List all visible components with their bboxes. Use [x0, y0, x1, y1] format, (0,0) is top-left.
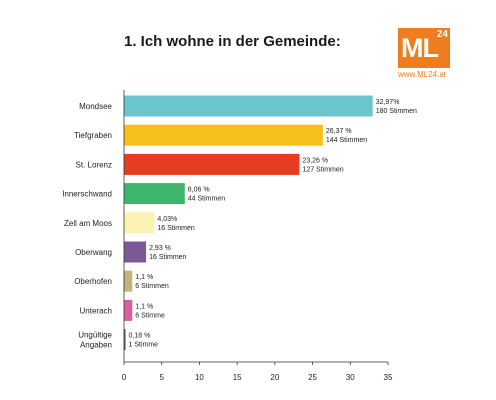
- logo-badge: ML 24: [398, 28, 450, 68]
- category-label: Angaben: [80, 341, 112, 350]
- category-label: St. Lorenz: [76, 160, 112, 169]
- x-tick-label: 30: [346, 373, 355, 382]
- data-label-votes: 16 Stimmen: [157, 225, 194, 232]
- category-label: Tiefgraben: [74, 131, 112, 140]
- category-label: Oberwang: [75, 248, 112, 257]
- category-label: Ungültige: [78, 331, 112, 340]
- x-tick-label: 10: [195, 373, 204, 382]
- bar: [124, 329, 126, 351]
- data-label-percent: 8,06 %: [188, 187, 210, 194]
- data-label-votes: 127 Stimmen: [302, 166, 343, 173]
- data-label-percent: 2,93 %: [149, 245, 171, 252]
- bar: [124, 299, 133, 321]
- category-label: Zell am Moos: [64, 219, 112, 228]
- x-tick-label: 0: [122, 373, 127, 382]
- x-tick-label: 25: [308, 373, 317, 382]
- x-tick-label: 20: [270, 373, 279, 382]
- category-label: Innerschwand: [62, 190, 112, 199]
- category-label: Mondsee: [79, 102, 112, 111]
- data-label-percent: 1,1 %: [135, 274, 153, 281]
- chart-title: 1. Ich wohne in der Gemeinde:: [124, 33, 341, 50]
- category-label: Oberhofen: [74, 277, 112, 286]
- ml24-logo: ML 24 www.ML24.at: [398, 28, 454, 79]
- data-label-percent: 23,26 %: [302, 157, 328, 164]
- x-tick-label: 15: [233, 373, 242, 382]
- bar: [124, 153, 300, 175]
- data-label-votes: 16 Stimmen: [149, 254, 186, 261]
- data-label-percent: 1,1 %: [135, 303, 153, 310]
- x-tick-label: 35: [384, 373, 393, 382]
- bar: [124, 241, 147, 263]
- bar: [124, 183, 185, 205]
- data-label-votes: 6 Stimme: [135, 312, 165, 319]
- bar: [124, 270, 133, 292]
- logo-url: www.ML24.at: [398, 70, 447, 79]
- data-label-votes: 144 Stimmen: [326, 137, 367, 144]
- data-label-votes: 6 Stimmen: [135, 283, 169, 290]
- x-tick-label: 5: [159, 373, 164, 382]
- data-label-percent: 32,97%: [376, 99, 400, 106]
- data-label-percent: 4,03%: [157, 216, 177, 223]
- bar: [124, 95, 373, 117]
- logo-text: ML: [401, 33, 439, 63]
- bar: [124, 212, 155, 234]
- data-label-votes: 1 Stimme: [129, 342, 159, 349]
- data-label-percent: 26,37 %: [326, 128, 352, 135]
- data-label-percent: 0,18 %: [129, 333, 151, 340]
- logo-number: 24: [436, 29, 448, 40]
- data-label-votes: 180 Stimmen: [376, 108, 417, 115]
- bar: [124, 124, 323, 146]
- data-label-votes: 44 Stimmen: [188, 196, 225, 203]
- category-label: Unterach: [80, 306, 112, 315]
